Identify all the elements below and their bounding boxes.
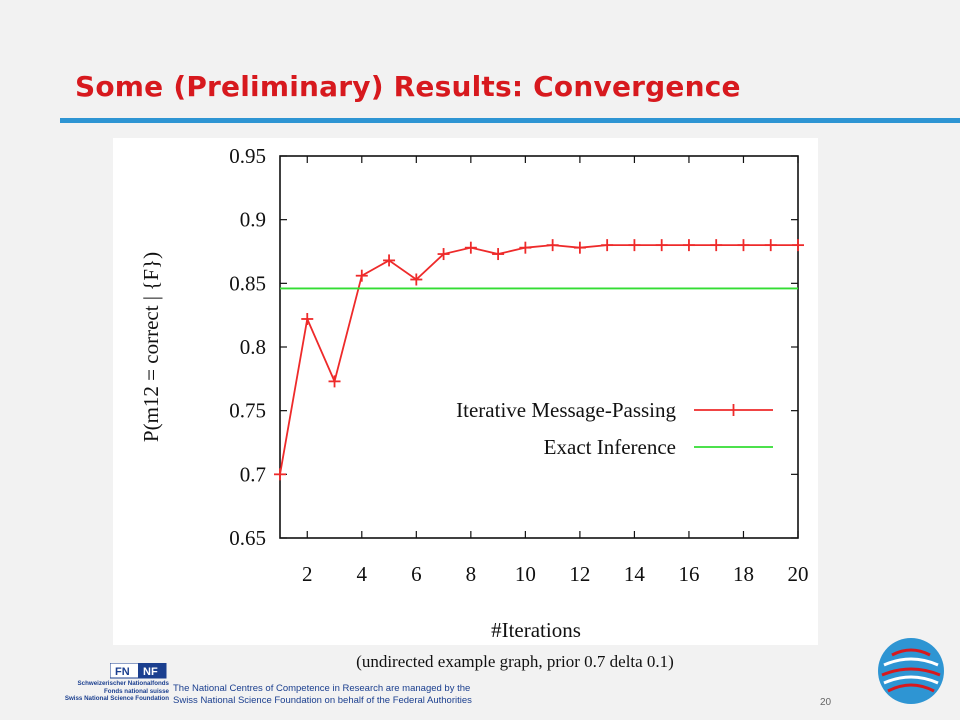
y-axis-label: P(m12 = correct | {F}) (139, 252, 163, 442)
data-point-marker (328, 375, 341, 388)
y-tick-label: 0.85 (229, 271, 266, 295)
x-tick-label: 8 (466, 562, 477, 586)
y-tick-label: 0.65 (229, 526, 266, 550)
slide-title: Some (Preliminary) Results: Convergence (75, 70, 741, 103)
figure-caption: (undirected example graph, prior 0.7 del… (356, 652, 674, 671)
nccr-globe-logo (878, 638, 944, 704)
snf-line-de: Schweizerischer Nationalfonds (77, 680, 169, 687)
data-point-marker (437, 248, 450, 261)
data-point-marker (546, 239, 559, 252)
data-point-marker (764, 239, 777, 252)
data-point-marker (355, 269, 368, 282)
data-point-marker (682, 239, 695, 252)
x-tick-label: 16 (678, 562, 699, 586)
x-tick-label: 6 (411, 562, 422, 586)
series-line-message-passing (279, 244, 798, 475)
snf-wordmark: Schweizerischer Nationalfonds Fonds nati… (24, 680, 169, 703)
data-point-marker (274, 468, 286, 481)
svg-text:NF: NF (143, 666, 158, 678)
x-tick-label: 10 (515, 562, 536, 586)
y-tick-label: 0.75 (229, 399, 266, 423)
snf-line-en: Swiss National Science Foundation (64, 695, 169, 703)
x-tick-label: 20 (788, 562, 809, 586)
data-point-marker (519, 241, 532, 254)
title-rule (60, 118, 960, 123)
data-point-marker (655, 239, 668, 252)
data-point-marker (573, 241, 586, 254)
data-point-marker (464, 241, 477, 254)
x-tick-label: 12 (569, 562, 590, 586)
y-tick-label: 0.8 (240, 335, 266, 359)
x-tick-label: 14 (624, 562, 646, 586)
chart-panel: 0.65 0.7 0.75 0.8 0.85 0.9 0.95 2 4 6 8 10 12 14 16 18 2… (113, 138, 818, 645)
x-tick-label: 2 (302, 562, 313, 586)
x-axis-label: #Iterations (491, 618, 581, 642)
snf-mark-logo: FN NF (110, 663, 167, 679)
legend-label: Exact Inference (544, 435, 676, 459)
legend-label: Iterative Message-Passing (456, 398, 676, 422)
page-number: 20 (820, 697, 832, 708)
y-tick-label: 0.9 (240, 208, 266, 232)
plot-frame (279, 155, 799, 539)
convergence-chart: 0.65 0.7 0.75 0.8 0.85 0.9 0.95 2 4 6 8 10 12 14 16 18 2… (139, 144, 809, 642)
data-point-marker (601, 239, 614, 252)
footer-line-1: The National Centres of Competence in Re… (173, 683, 471, 694)
data-point-marker (792, 239, 804, 252)
footer-text: The National Centres of Competence in Re… (173, 683, 472, 707)
data-point-marker (492, 248, 505, 261)
data-point-marker (301, 312, 314, 325)
data-point-marker (383, 254, 396, 267)
y-tick-label: 0.95 (229, 144, 266, 168)
y-tick-label: 0.7 (240, 462, 266, 486)
x-tick-label: 4 (357, 562, 368, 586)
data-point-marker (628, 239, 641, 252)
x-tick-label: 18 (733, 562, 754, 586)
footer-line-2: Swiss National Science Foundation on beh… (173, 695, 472, 706)
data-point-marker (710, 239, 723, 252)
data-point-marker (410, 273, 423, 286)
svg-text:FN: FN (115, 666, 130, 678)
data-point-marker (737, 239, 750, 252)
snf-line-fr: Fonds national suisse (104, 687, 169, 695)
